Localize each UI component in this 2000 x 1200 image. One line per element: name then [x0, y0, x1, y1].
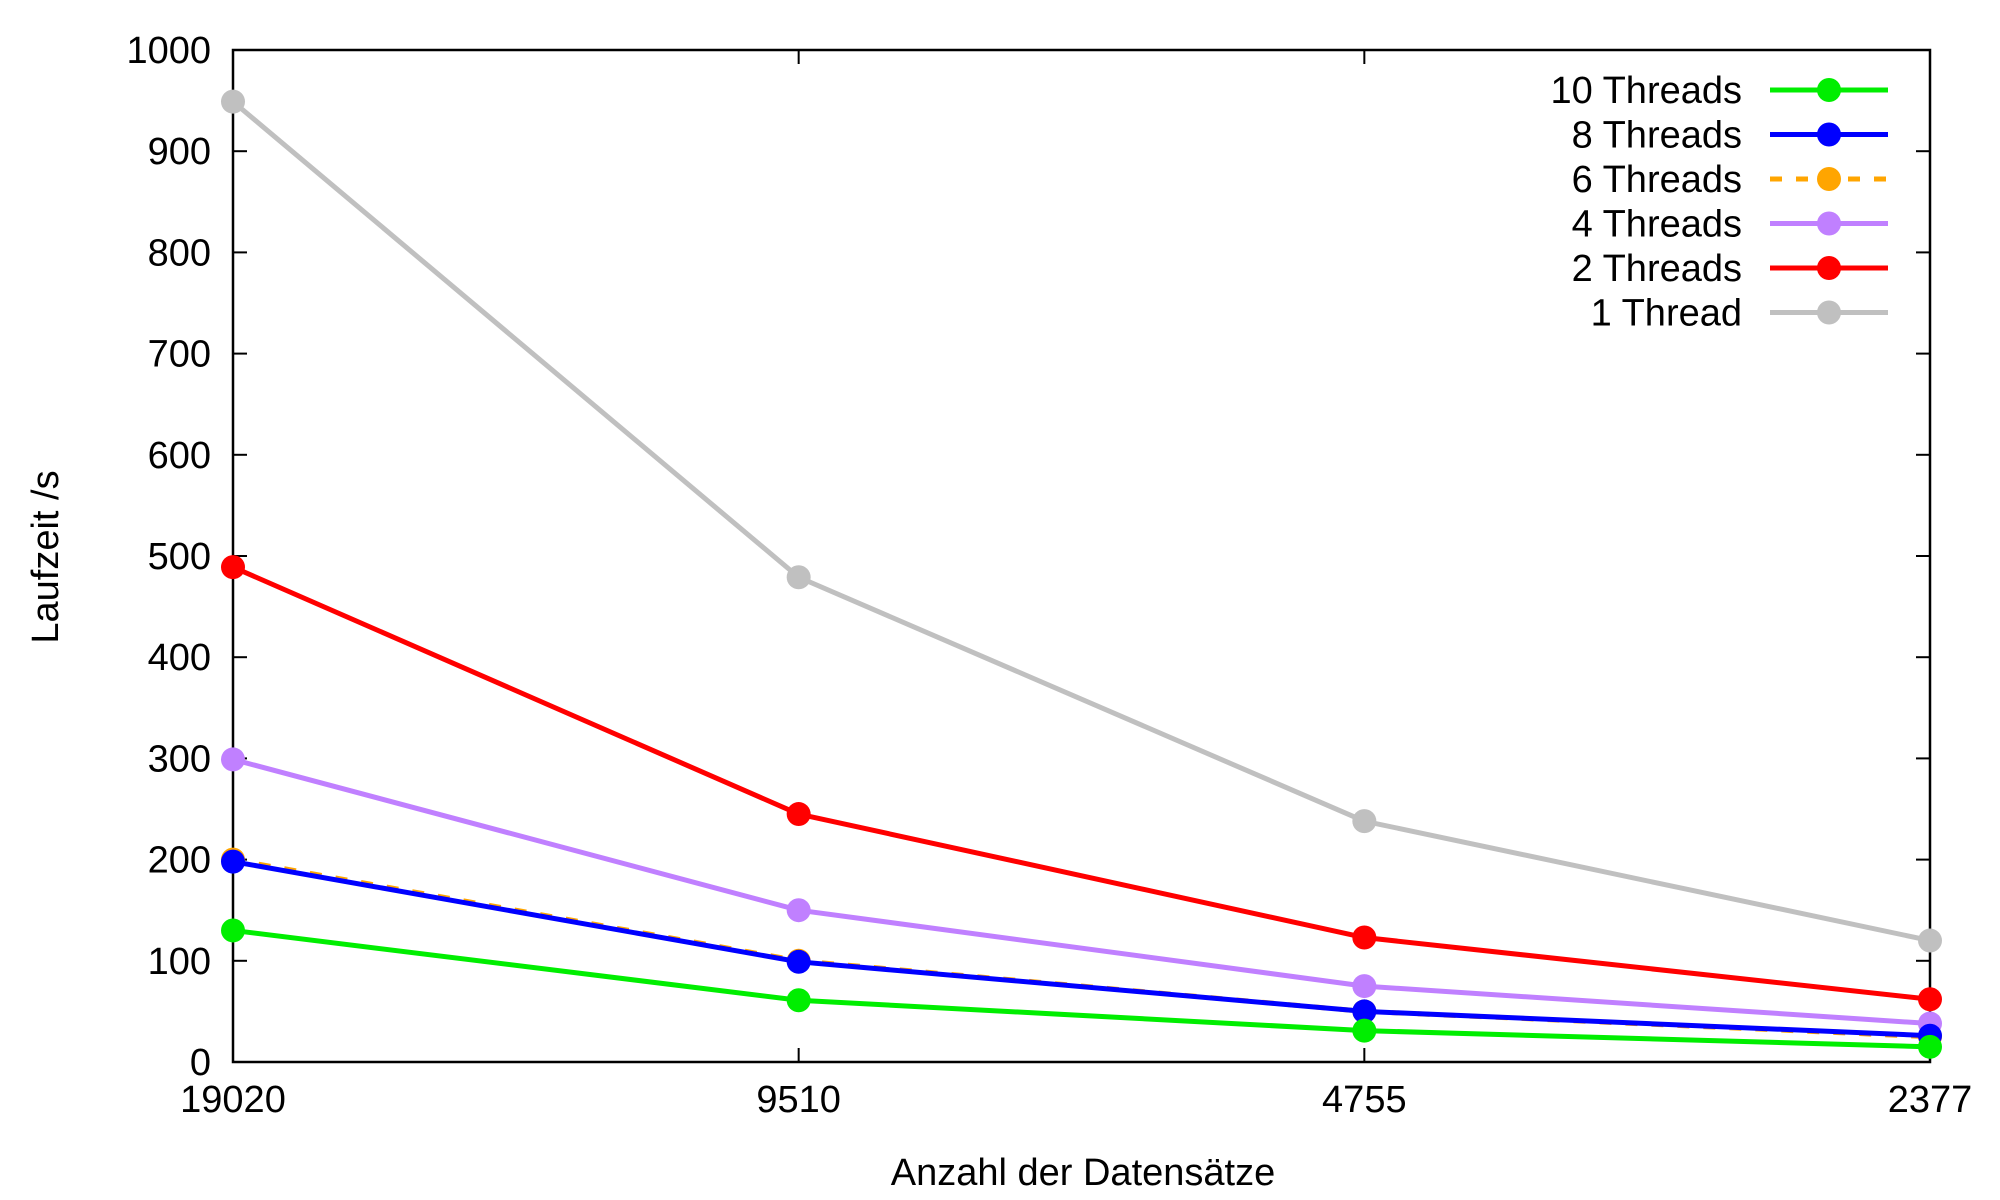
series-layer: [221, 89, 1942, 1059]
y-tick-label: 900: [148, 131, 211, 173]
y-tick-label: 0: [190, 1042, 211, 1084]
x-tick-label: 9510: [756, 1079, 841, 1121]
y-tick-label: 700: [148, 334, 211, 376]
x-tick-label: 4755: [1322, 1079, 1407, 1121]
plot-area: [231, 48, 1932, 1064]
legend-item: 6 Threads: [1572, 159, 1888, 201]
x-axis: 19020 9510 4755 2377: [180, 50, 1972, 1121]
y-tick-label: 800: [148, 232, 211, 274]
series-line: [231, 564, 1931, 1002]
legend-label: 6 Threads: [1572, 159, 1742, 201]
data-point: [221, 555, 245, 580]
data-point: [1352, 974, 1377, 999]
x-axis-title: Anzahl der Datensätze: [891, 1152, 1275, 1194]
series-2-threads: [221, 555, 1942, 1012]
legend-swatch-marker: [1817, 78, 1841, 102]
y-tick-label: 600: [148, 435, 211, 477]
data-point: [221, 849, 245, 874]
legend-label: 2 Threads: [1572, 248, 1742, 290]
legend-item: 10 Threads: [1550, 70, 1888, 112]
data-point: [221, 89, 245, 114]
legend-item: 8 Threads: [1572, 115, 1888, 157]
data-point: [786, 898, 811, 923]
data-point: [1352, 925, 1377, 950]
y-tick-label: 400: [148, 637, 211, 679]
y-tick-label: 100: [148, 941, 211, 983]
x-tick-label: 19020: [180, 1079, 286, 1121]
y-tick-label: 300: [148, 738, 211, 780]
series-line: [232, 927, 1931, 1050]
data-point: [1352, 1018, 1377, 1043]
legend-swatch-marker: [1817, 167, 1841, 191]
data-point: [786, 802, 811, 827]
series-1-thread: [221, 89, 1942, 953]
legend-item: 1 Thread: [1591, 293, 1888, 335]
data-point: [786, 988, 811, 1013]
series-10-threads: [221, 918, 1942, 1059]
y-tick-label: 200: [148, 840, 211, 882]
legend-swatch-marker: [1817, 211, 1841, 236]
series-line: [232, 859, 1931, 1039]
y-tick-label: 500: [148, 536, 211, 578]
legend-swatch-marker: [1817, 256, 1841, 280]
plot-border: [231, 48, 1932, 1064]
legend-item: 4 Threads: [1572, 204, 1888, 246]
data-point: [1352, 999, 1377, 1024]
data-point: [221, 918, 245, 943]
data-point: [1918, 987, 1942, 1012]
legend-label: 10 Threads: [1550, 70, 1742, 112]
series-line: [231, 99, 1931, 944]
legend-swatch-marker: [1817, 300, 1841, 325]
series-line: [232, 756, 1931, 1027]
legend-item: 2 Threads: [1572, 248, 1888, 290]
data-point: [1352, 809, 1377, 834]
y-axis-title: Laufzeit /s: [25, 470, 67, 643]
data-point: [1918, 928, 1942, 953]
x-tick-label: 2377: [1888, 1079, 1973, 1121]
series-4-threads: [221, 747, 1942, 1036]
legend-label: 4 Threads: [1572, 204, 1742, 246]
data-point: [221, 747, 245, 772]
data-point: [786, 949, 811, 974]
y-axis: 0 100 200 300 400 500 600 700 800 900 1000: [126, 30, 1930, 1084]
legend-label: 1 Thread: [1591, 293, 1742, 335]
data-point: [786, 565, 811, 590]
legend-label: 8 Threads: [1572, 115, 1742, 157]
y-tick-label: 1000: [126, 30, 211, 72]
data-point: [1918, 1034, 1942, 1059]
legend-swatch-marker: [1817, 122, 1841, 147]
series-8-threads: [221, 849, 1942, 1048]
